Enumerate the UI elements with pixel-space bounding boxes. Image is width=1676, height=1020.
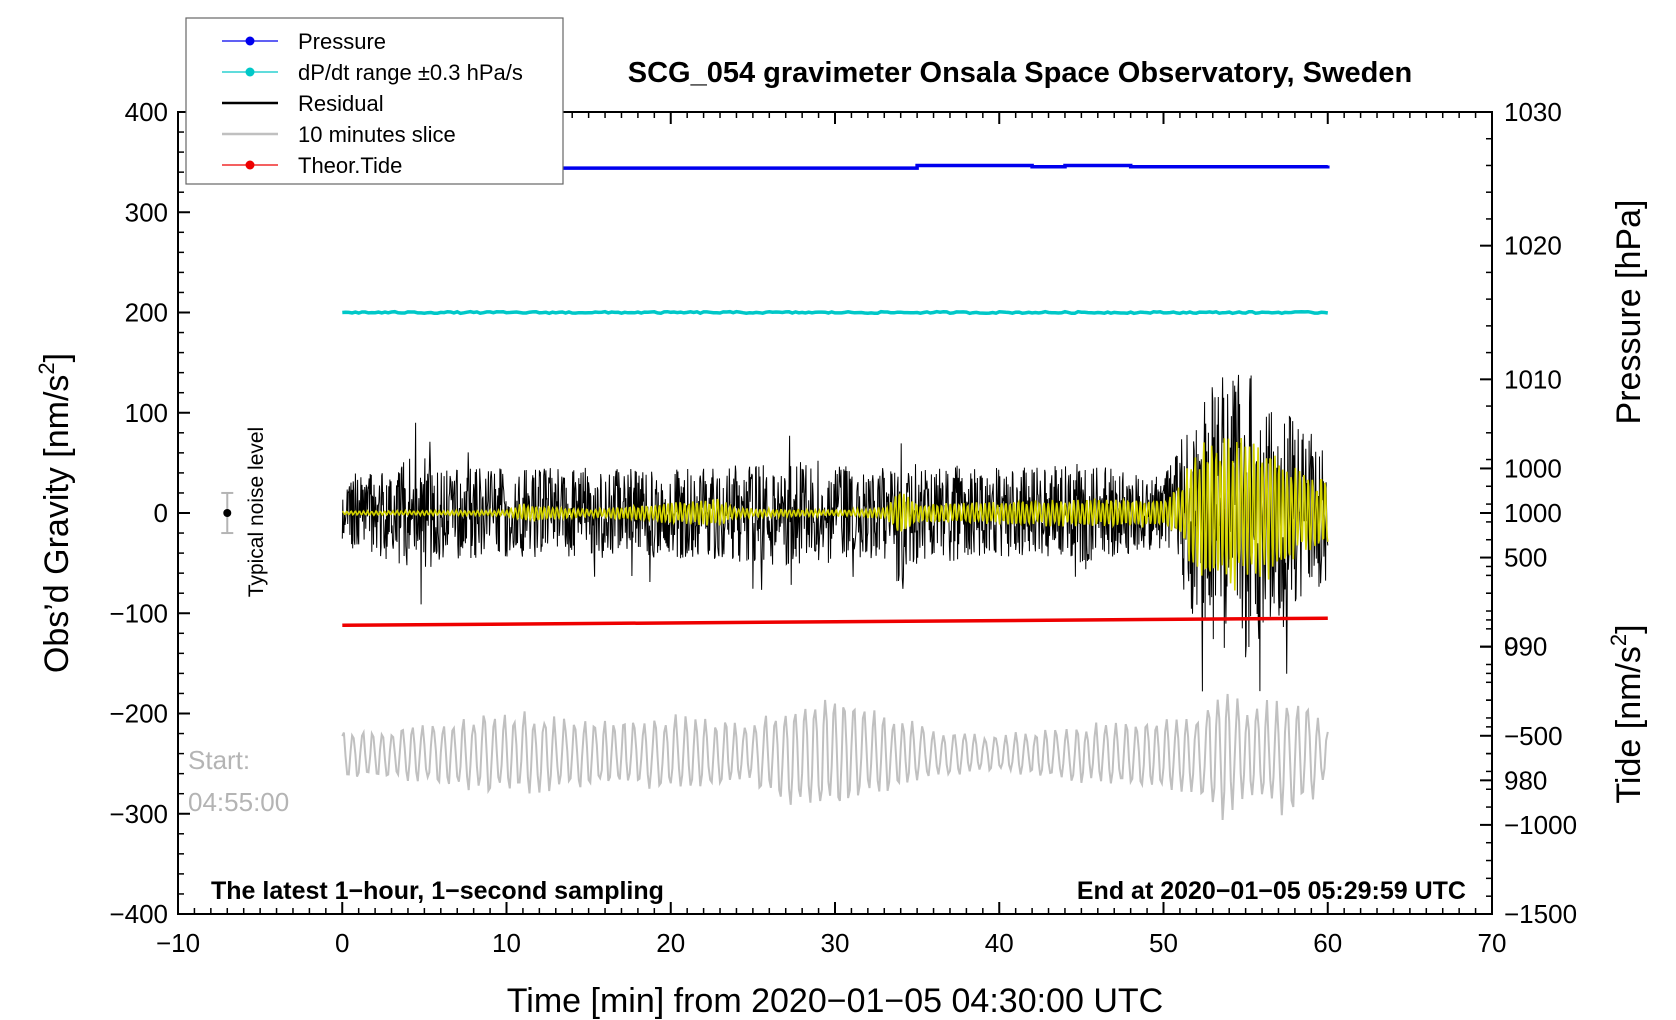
pressure-tick-label: 1000 <box>1504 498 1562 528</box>
x-tick-label: 60 <box>1313 928 1342 958</box>
chart-title: SCG_054 gravimeter Onsala Space Observat… <box>628 57 1412 89</box>
y-tick-label: −400 <box>109 899 168 929</box>
x-axis-title: Time [min] from 2020−01−05 04:30:00 UTC <box>507 982 1163 1020</box>
noise-point <box>223 509 232 517</box>
x-tick-label: 30 <box>821 928 850 958</box>
slice-series-line <box>341 693 1329 821</box>
pressure-tick-label: 1030 <box>1504 97 1562 127</box>
legend-swatch-marker <box>245 160 255 170</box>
tide-tick-label: 1000 <box>1504 453 1562 483</box>
legend-label: 10 minutes slice <box>298 122 456 147</box>
tide-tick-label: −500 <box>1504 721 1563 751</box>
legend-label: Residual <box>298 91 384 116</box>
legend-swatch-marker <box>245 67 255 77</box>
x-tick-label: 20 <box>656 928 685 958</box>
pressure-series-line <box>342 163 1330 170</box>
pressure-tick-label: 1020 <box>1504 231 1562 261</box>
tide-series-line <box>342 616 1328 628</box>
tide-tick-label: −1000 <box>1504 810 1577 840</box>
x-tick-label: 10 <box>492 928 521 958</box>
x-axis: −10 0 10 20 30 40 50 60 70 <box>156 112 1507 958</box>
x-tick-label: 0 <box>335 928 349 958</box>
x-tick-label: −10 <box>156 928 200 958</box>
y-axis-title-pressure: Pressure [hPa] <box>1610 200 1648 425</box>
residual-series-line <box>341 374 1329 692</box>
plot-series <box>221 163 1330 821</box>
y-axis-tide: 1000 500 0 −500 −1000 −1500 <box>1480 453 1577 929</box>
end-time-note: End at 2020−01−05 05:29:59 UTC <box>1077 877 1466 905</box>
sampling-note: The latest 1−hour, 1−second sampling <box>211 877 664 905</box>
y-axis-gravity: 400 300 200 100 0 −100 −200 −300 −400 <box>109 97 190 929</box>
pressure-tick-label: 990 <box>1504 632 1547 662</box>
legend: Pressure dP/dt range ±0.3 hPa/s Residual 10… <box>185 17 564 185</box>
pressure-tick-label: 980 <box>1504 765 1547 795</box>
legend-label: Theor.Tide <box>298 153 402 178</box>
lowpass-series-line <box>342 437 1329 591</box>
dpdt-series-line <box>342 309 1329 316</box>
start-label: Start: <box>188 745 250 775</box>
legend-swatch-marker <box>245 36 255 46</box>
y-axis-title-gravity: Obs’d Gravity [nm/s2] <box>34 353 76 673</box>
legend-label: dP/dt range ±0.3 hPa/s <box>298 60 523 85</box>
tide-tick-label: 500 <box>1504 543 1547 573</box>
pressure-tick-label: 1010 <box>1504 364 1562 394</box>
legend-box <box>185 17 564 185</box>
y-tick-label: 0 <box>154 498 168 528</box>
tide-tick-label: −1500 <box>1504 899 1577 929</box>
y-tick-label: 200 <box>125 298 168 328</box>
y-tick-label: 300 <box>125 197 168 227</box>
tide-tick-label: 0 <box>1504 632 1518 662</box>
legend-label: Pressure <box>298 29 386 54</box>
y-tick-label: −300 <box>109 799 168 829</box>
x-tick-label: 70 <box>1478 928 1507 958</box>
y-axis-pressure: 1030 1020 1010 1000 990 980 <box>1480 97 1562 795</box>
y-tick-label: −200 <box>109 699 168 729</box>
x-tick-label: 40 <box>985 928 1014 958</box>
x-tick-label: 50 <box>1149 928 1178 958</box>
y-tick-label: 400 <box>125 97 168 127</box>
start-time: 04:55:00 <box>188 787 289 817</box>
y-tick-label: −100 <box>109 598 168 628</box>
y-axis-title-tide: Tide [nm/s2] <box>1606 624 1648 803</box>
y-tick-label: 100 <box>125 398 168 428</box>
noise-level-label: Typical noise level <box>245 427 268 597</box>
